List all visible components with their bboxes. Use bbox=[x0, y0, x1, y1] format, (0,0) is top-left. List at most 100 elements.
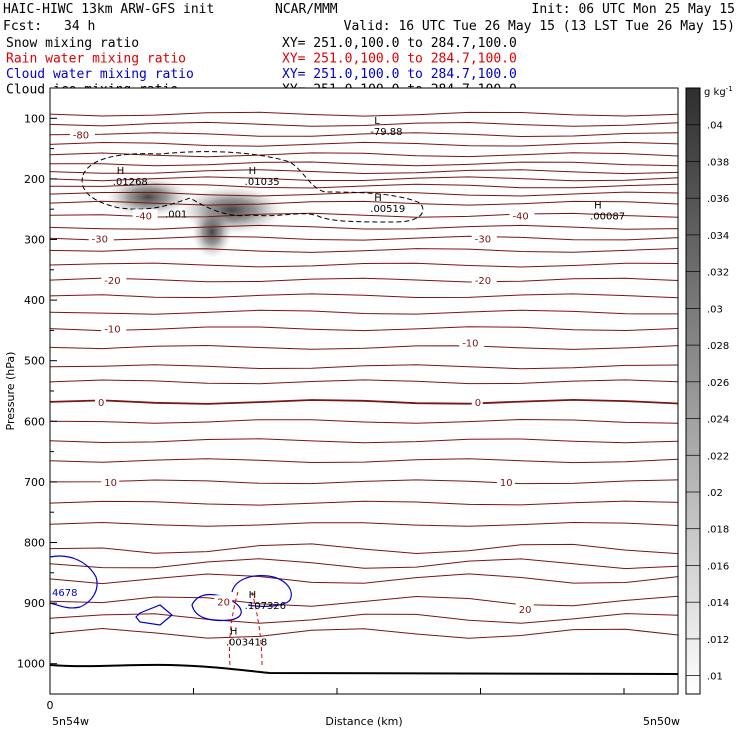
temperature-contour-line bbox=[49, 438, 679, 444]
extremum-value: -79.88 bbox=[370, 127, 402, 138]
field-name: Cloud water mixing ratio bbox=[6, 67, 194, 82]
contour-label-bg bbox=[496, 475, 515, 488]
temperature-contour-label: -30 bbox=[475, 234, 491, 245]
y-axis: 100 200 300 400 500 600 700 800 900 1000 bbox=[17, 112, 57, 695]
colorbar-tick-label: .026 bbox=[707, 378, 729, 389]
temperature-contour-label: -10 bbox=[462, 339, 478, 350]
contour-label-bg bbox=[94, 395, 106, 408]
snow-shading bbox=[106, 177, 284, 258]
field-xy: XY= 251.0,100.0 to 284.7,100.0 bbox=[282, 67, 517, 82]
temperature-contour-label: -30 bbox=[92, 234, 108, 245]
temperature-contour-line bbox=[49, 111, 679, 117]
temperature-contour-line bbox=[49, 293, 679, 299]
extremum-type: H bbox=[117, 166, 125, 177]
contour-label-bg bbox=[471, 395, 483, 408]
x-right-label: 5n50w bbox=[643, 715, 680, 728]
temperature-contour-line bbox=[49, 262, 679, 268]
cloud-water-contour-mid bbox=[191, 594, 242, 622]
rain-water-contour bbox=[229, 591, 263, 666]
x-left-label: 5n54w bbox=[52, 715, 89, 728]
temperature-contour-line bbox=[49, 418, 679, 424]
contour-label-bg bbox=[101, 475, 120, 488]
colorbar-tick-label: .03 bbox=[707, 304, 723, 315]
y-tick-label: 500 bbox=[24, 355, 45, 368]
temperature-contour-line bbox=[49, 595, 679, 607]
extremum-value: .00519 bbox=[370, 204, 405, 215]
temperature-contour-line bbox=[49, 277, 679, 283]
contour-label-bg bbox=[69, 128, 95, 141]
temperature-contour-line bbox=[49, 627, 679, 639]
y-tick-label: 1000 bbox=[17, 658, 45, 671]
contour-value-label: .001 bbox=[165, 209, 187, 220]
temperature-contour-label: 20 bbox=[519, 605, 532, 616]
contour-labels: -80 -40 -40 -30 -30 -20 -20 -10 -10 0 0 10 10 20 20 .00… bbox=[52, 128, 535, 616]
temperature-contour-label: 10 bbox=[500, 478, 513, 489]
contour-label-bg bbox=[471, 232, 497, 245]
header: HAIC-HIWC 13km ARW-GFS init NCAR/MMM Ini… bbox=[3, 2, 735, 98]
colorbar-tick-label: .016 bbox=[707, 561, 729, 572]
temperature-contour-line bbox=[49, 558, 679, 570]
title-left: HAIC-HIWC 13km ARW-GFS init bbox=[3, 2, 214, 17]
colorbar-tick-label: .018 bbox=[707, 525, 729, 536]
temperature-contour-label: -20 bbox=[104, 276, 120, 287]
temperature-contour-label: -40 bbox=[136, 211, 152, 222]
extremum-type: L bbox=[374, 116, 380, 127]
colorbar-tick-label: .022 bbox=[707, 451, 729, 462]
temperature-contour-line bbox=[50, 161, 679, 167]
extremum-value: .01035 bbox=[245, 177, 280, 188]
snow-shade-west bbox=[106, 177, 190, 217]
cloud-ice-contour bbox=[81, 151, 424, 223]
temperature-contour-line bbox=[49, 543, 679, 555]
temperature-contour-line bbox=[49, 398, 679, 405]
field-name: Snow mixing ratio bbox=[6, 36, 139, 51]
y-tick-label: 900 bbox=[24, 597, 45, 610]
temperature-contours bbox=[49, 111, 679, 639]
cloud-water-contour-west bbox=[49, 555, 98, 609]
contour-label-bg bbox=[132, 209, 158, 222]
colorbar-ticks: .01 .012 .014 .016 .018 .02 .022 .024 .026 .028 .0… bbox=[686, 121, 729, 683]
cloud-water-contour-east bbox=[231, 575, 292, 607]
contour-label-bg bbox=[471, 274, 497, 287]
extremum-type: H bbox=[249, 166, 257, 177]
colorbar-tick-label: .028 bbox=[707, 341, 729, 352]
fcst-label: Fcst: bbox=[3, 19, 42, 34]
field-xy: XY= 251.0,100.0 to 284.7,100.0 bbox=[282, 52, 517, 67]
temperature-contour-label: 0 bbox=[475, 398, 481, 409]
contour-label-bg bbox=[459, 336, 485, 349]
extremum-value: .01268 bbox=[113, 177, 148, 188]
contour-label-bg bbox=[101, 322, 127, 335]
colorbar-tick-label: .034 bbox=[707, 231, 729, 242]
temperature-contour-label: -80 bbox=[73, 131, 89, 142]
x-axis-label: Distance (km) bbox=[325, 715, 402, 728]
colorbar-tick-label: .038 bbox=[707, 157, 729, 168]
extremum-value: .107326 bbox=[245, 601, 286, 612]
colorbar-tick-label: .024 bbox=[707, 415, 729, 426]
valid-time: Valid: 16 UTC Tue 26 May 15 (13 LST Tue … bbox=[344, 19, 735, 34]
temperature-contour-line bbox=[49, 479, 679, 485]
y-axis-label: Pressure (hPa) bbox=[4, 352, 17, 431]
colorbar-tick-label: .012 bbox=[707, 635, 729, 646]
colorbar-tick-label: .04 bbox=[707, 121, 723, 132]
temperature-contour-line bbox=[49, 248, 679, 253]
y-tick-label: 700 bbox=[24, 476, 45, 489]
contour-label-bg bbox=[101, 274, 127, 287]
temperature-contour-line bbox=[49, 121, 679, 127]
temperature-contour-label: 20 bbox=[217, 597, 230, 608]
y-tick-label: 400 bbox=[24, 294, 45, 307]
y-tick-label: 300 bbox=[24, 234, 45, 247]
colorbar-tick-label: .036 bbox=[707, 194, 729, 205]
title-center: NCAR/MMM bbox=[275, 2, 338, 17]
extremum-type: H bbox=[249, 590, 257, 601]
snow-shade-down bbox=[192, 206, 232, 258]
temperature-contour-label: -40 bbox=[512, 211, 528, 222]
temperature-contour-line bbox=[49, 326, 679, 332]
temperature-contour-line bbox=[49, 141, 679, 147]
y-tick-label: 100 bbox=[24, 112, 45, 125]
colorbar-unit: g kg-1 bbox=[704, 85, 733, 98]
x-axis: 0 bbox=[47, 688, 625, 712]
extremum-type: H bbox=[374, 193, 382, 204]
temperature-contour-label: 0 bbox=[98, 398, 104, 409]
colorbar-tick-label: .01 bbox=[707, 672, 723, 683]
plot-area: -80 -40 -40 -30 -30 -20 -20 -10 -10 0 0 10 10 20 20 .00… bbox=[49, 87, 679, 695]
